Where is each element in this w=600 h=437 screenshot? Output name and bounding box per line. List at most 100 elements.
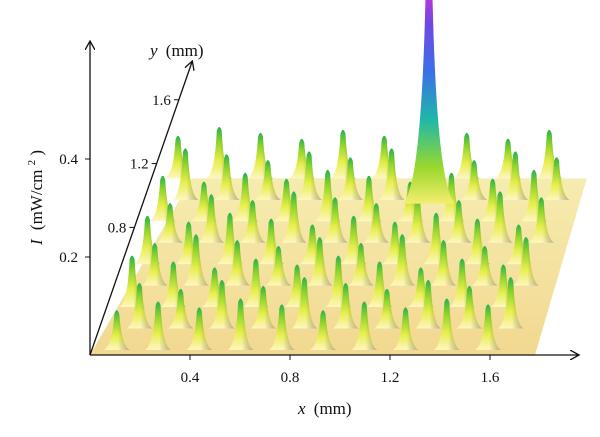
intensity-peak-shade <box>306 237 333 286</box>
intensity-peak-shade <box>438 172 465 222</box>
intensity-peak-shade <box>167 288 194 329</box>
intensity-peak-shade <box>453 132 480 179</box>
intensity-peak-shade <box>475 304 502 350</box>
y-axis <box>89 62 192 356</box>
x-axis-unit: (mm) <box>314 399 352 418</box>
intensity-peak-shade <box>265 245 292 286</box>
intensity-peak-shade <box>487 191 514 243</box>
intensity-peak-shade <box>134 215 161 265</box>
x-tick-label: 1.2 <box>381 370 400 386</box>
intensity-peak-shade <box>288 138 315 179</box>
z-axis-unit-sup: 2 <box>26 160 38 166</box>
intensity-peak-shade <box>296 151 323 200</box>
intensity-peak-shade <box>314 169 341 222</box>
intensity-peak-shade <box>206 126 233 179</box>
intensity-peak-shade <box>325 255 352 308</box>
intensity-peak-shade <box>348 243 374 286</box>
bright-intensity-peak <box>403 0 455 204</box>
intensity-peak-shade <box>216 212 243 265</box>
x-axis-title: x (mm) <box>297 399 352 418</box>
intensity-peak-shade <box>456 285 483 329</box>
z-tick-label: 0.4 <box>59 152 78 168</box>
intensity-peak-shade <box>208 280 235 329</box>
intensity-peak-shade <box>165 135 191 179</box>
intensity-peak-shade <box>449 258 476 308</box>
intensity-peak-shade <box>126 282 153 329</box>
surface-peaks <box>103 0 570 350</box>
intensity-peak-shade <box>378 148 405 200</box>
intensity-peak-shade <box>497 277 524 329</box>
intensity-peak-shade <box>119 255 146 308</box>
intensity-peak-shade <box>389 234 416 286</box>
intensity-peak-shade <box>337 157 364 200</box>
intensity-peak-shade <box>299 224 326 265</box>
intensity-peak-shade <box>536 129 563 179</box>
intensity-peak-shade <box>227 298 254 350</box>
intensity-peak-shade <box>340 215 367 265</box>
y-tick-label: 0.8 <box>108 220 127 236</box>
intensity-peak-shade <box>258 218 285 265</box>
intensity-peak-shade <box>239 200 266 243</box>
intensity-peak-shade <box>280 191 307 243</box>
y-tick-label: 1.6 <box>152 93 171 109</box>
intensity-peak-shade <box>172 148 199 200</box>
intensity-peak-shade <box>183 234 209 286</box>
intensity-peak-shade <box>404 194 431 243</box>
intensity-peak-shade <box>273 178 300 222</box>
x-axis-symbol: x <box>297 399 306 418</box>
tick-group: 0.4 0.8 1.2 1.6 0.2 0.4 0.8 1.2 1.6 <box>59 93 500 386</box>
x-tick-label: 1.6 <box>481 370 500 386</box>
intensity-peak-shade <box>392 307 419 350</box>
intensity-peak-shade <box>186 307 213 350</box>
x-tick-label: 0.8 <box>281 370 300 386</box>
intensity-peak-shade <box>175 221 202 265</box>
intensity-peak-shade <box>351 301 378 350</box>
intensity-peak-shade <box>247 132 274 179</box>
intensity-peak-shade <box>224 240 251 286</box>
y-axis-title: y (mm) <box>148 41 204 60</box>
z-axis-unit: (mW/cm <box>27 170 46 230</box>
intensity-peak-shade <box>471 245 498 286</box>
intensity-peak-shade <box>366 261 393 308</box>
intensity-peak-shade <box>528 197 555 243</box>
x-tick-label: 0.4 <box>181 370 200 386</box>
intensity-peak-shade <box>250 285 277 329</box>
intensity-peak-shade <box>149 175 176 222</box>
y-axis-symbol: y <box>148 41 158 60</box>
intensity-peak-shade <box>415 280 442 329</box>
intensity-peak-shade <box>513 237 539 286</box>
intensity-peak-shade <box>495 138 521 179</box>
intensity-peak-shade <box>213 154 240 200</box>
intensity-peak-shade <box>198 194 225 243</box>
intensity-peak-shade <box>310 310 337 350</box>
y-axis-unit: (mm) <box>166 41 204 60</box>
intensity-peak-shade <box>160 261 187 308</box>
intensity-peak-shade <box>479 178 506 222</box>
intensity-peak-shade <box>330 129 356 179</box>
intensity-peak-shade <box>190 181 217 222</box>
intensity-peak-shade <box>242 258 269 308</box>
intensity-peak-shade <box>371 135 398 179</box>
intensity-peak-shade <box>355 175 382 222</box>
intensity-peak-shade <box>254 160 281 200</box>
intensity-peak-shade <box>407 267 434 308</box>
intensity-peak-shade <box>433 298 460 350</box>
intensity-peak-shade <box>363 203 390 243</box>
intensity-peak-shade <box>201 267 228 308</box>
intensity-peak-shade <box>423 212 450 265</box>
intensity-peak-shade <box>505 224 532 265</box>
intensity-peak-shade <box>141 243 168 286</box>
intensity-peak-shade <box>520 169 547 222</box>
z-tick-label: 0.2 <box>59 250 78 266</box>
z-axis-title: I (mW/cm 2 ) <box>20 150 46 246</box>
intensity-peak-shade <box>461 160 488 200</box>
intensity-peak-shade <box>373 288 400 329</box>
intensity-peak-shade <box>157 203 184 243</box>
intensity-peak-shade <box>291 277 318 329</box>
intensity-peak-shade <box>464 218 491 265</box>
z-axis-unit-close: ) <box>27 150 46 156</box>
intensity-peak-shade <box>284 264 311 308</box>
intensity-peak-shade <box>268 304 295 350</box>
intensity-peak-shade <box>490 264 517 308</box>
intensity-peak-shade <box>445 200 472 243</box>
